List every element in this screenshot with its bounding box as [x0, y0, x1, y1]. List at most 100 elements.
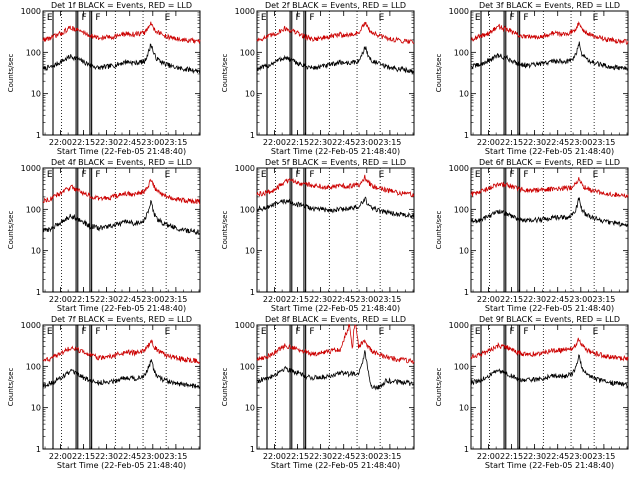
y-axis-label: Counts/sec: [435, 368, 443, 407]
plot-frame: [470, 167, 629, 293]
x-tick-label: 22:30: [95, 452, 118, 461]
y-tick-label: 1000: [235, 7, 255, 16]
flag-label: F: [523, 170, 528, 180]
x-axis-label: Start Time (22-Feb-05 21:48:40): [485, 461, 614, 470]
flag-label: E: [47, 327, 53, 337]
panel-det-6f: Det 6f BLACK = Events, RED = LLD 1 10 100 10…: [435, 158, 629, 313]
flag-label: E: [47, 13, 53, 23]
y-tick-label: 1000: [235, 321, 255, 330]
y-tick-label: 1000: [449, 7, 469, 16]
x-tick-label: 23:15: [378, 295, 401, 304]
x-axis-label: Start Time (22-Feb-05 21:48:40): [57, 147, 186, 156]
series-line-lld: [42, 21, 201, 45]
x-tick-label: 22:45: [546, 295, 569, 304]
flag-label: F: [81, 327, 86, 337]
x-tick-label: 23:15: [164, 138, 187, 147]
x-tick-label: 23:00: [355, 452, 378, 461]
flag-label: E: [593, 170, 599, 180]
series-line-events: [470, 41, 629, 71]
plot-frame: [256, 10, 415, 136]
x-tick-label: 22:15: [500, 295, 523, 304]
y-tick-label: 1000: [21, 7, 41, 16]
x-tick-label: 22:15: [286, 295, 309, 304]
flag-label: F: [295, 327, 300, 337]
series-line-lld: [256, 174, 415, 198]
y-tick-label: 1: [36, 445, 41, 454]
flag-label: F: [309, 170, 314, 180]
y-tick-label: 1: [250, 288, 255, 297]
plot-frame: [470, 324, 629, 450]
flag-label: E: [379, 170, 385, 180]
y-axis-label: Counts/sec: [221, 54, 229, 93]
panel-title: Det 2f BLACK = Events, RED = LLD: [265, 1, 406, 10]
y-axis-label: Counts/sec: [221, 211, 229, 250]
x-tick-label: 23:00: [355, 138, 378, 147]
flag-label: F: [509, 170, 514, 180]
flag-label: F: [523, 327, 528, 337]
x-tick-label: 23:15: [378, 138, 401, 147]
x-tick-label: 23:00: [141, 295, 164, 304]
flag-label: E: [593, 13, 599, 23]
x-tick-label: 22:45: [332, 138, 355, 147]
y-tick-label: 100: [26, 48, 41, 57]
x-tick-label: 22:30: [523, 295, 546, 304]
x-tick-label: 22:45: [332, 452, 355, 461]
flag-label: F: [95, 170, 100, 180]
x-tick-label: 23:15: [378, 452, 401, 461]
x-axis-label: Start Time (22-Feb-05 21:48:40): [271, 461, 400, 470]
panel-title: Det 1f BLACK = Events, RED = LLD: [51, 1, 192, 10]
y-tick-label: 1: [464, 445, 469, 454]
y-tick-label: 100: [240, 48, 255, 57]
panel-det-1f: Det 1f BLACK = Events, RED = LLD 1 10 100 10…: [7, 1, 201, 156]
x-tick-label: 23:00: [141, 452, 164, 461]
y-tick-label: 10: [459, 90, 469, 99]
x-axis-label: Start Time (22-Feb-05 21:48:40): [57, 461, 186, 470]
panel-title: Det 7f BLACK = Events, RED = LLD: [51, 315, 192, 324]
flag-label: F: [81, 170, 86, 180]
panel-det-3f: Det 3f BLACK = Events, RED = LLD 1 10 100 10…: [435, 1, 629, 156]
x-tick-label: 22:15: [72, 295, 95, 304]
x-tick-label: 22:15: [286, 138, 309, 147]
flag-label: E: [165, 327, 171, 337]
plot-frame: [470, 10, 629, 136]
y-tick-label: 10: [245, 90, 255, 99]
y-tick-label: 100: [454, 362, 469, 371]
panel-title: Det 8f BLACK = Events, RED = LLD: [265, 315, 406, 324]
flag-label: E: [475, 327, 481, 337]
series-line-events: [470, 354, 629, 389]
y-tick-label: 1: [250, 131, 255, 140]
y-tick-label: 100: [26, 362, 41, 371]
x-tick-label: 23:15: [592, 452, 615, 461]
x-tick-label: 22:15: [500, 138, 523, 147]
y-tick-label: 10: [31, 404, 41, 413]
y-axis-label: Counts/sec: [221, 368, 229, 407]
x-tick-label: 22:30: [95, 138, 118, 147]
x-tick-label: 22:45: [118, 295, 141, 304]
y-tick-label: 1: [36, 288, 41, 297]
x-tick-label: 22:00: [263, 452, 286, 461]
series-line-lld: [470, 177, 629, 199]
x-tick-label: 22:00: [477, 138, 500, 147]
x-tick-label: 22:15: [72, 138, 95, 147]
series-line-lld: [42, 339, 201, 364]
x-tick-label: 22:00: [49, 452, 72, 461]
series-line-lld: [470, 21, 629, 45]
series-line-events: [256, 196, 415, 219]
x-tick-label: 23:00: [355, 295, 378, 304]
flag-label: F: [523, 13, 528, 23]
y-tick-label: 1: [464, 288, 469, 297]
series-line-lld: [42, 178, 201, 205]
x-tick-label: 22:15: [72, 452, 95, 461]
flag-label: F: [309, 327, 314, 337]
x-axis-label: Start Time (22-Feb-05 21:48:40): [57, 304, 186, 313]
y-tick-label: 1000: [449, 321, 469, 330]
x-tick-label: 22:30: [523, 138, 546, 147]
flag-label: E: [379, 13, 385, 23]
plot-frame: [42, 167, 201, 293]
x-tick-label: 22:45: [118, 138, 141, 147]
y-axis-label: Counts/sec: [7, 368, 15, 407]
panel-title: Det 6f BLACK = Events, RED = LLD: [479, 158, 620, 167]
y-tick-label: 10: [31, 90, 41, 99]
